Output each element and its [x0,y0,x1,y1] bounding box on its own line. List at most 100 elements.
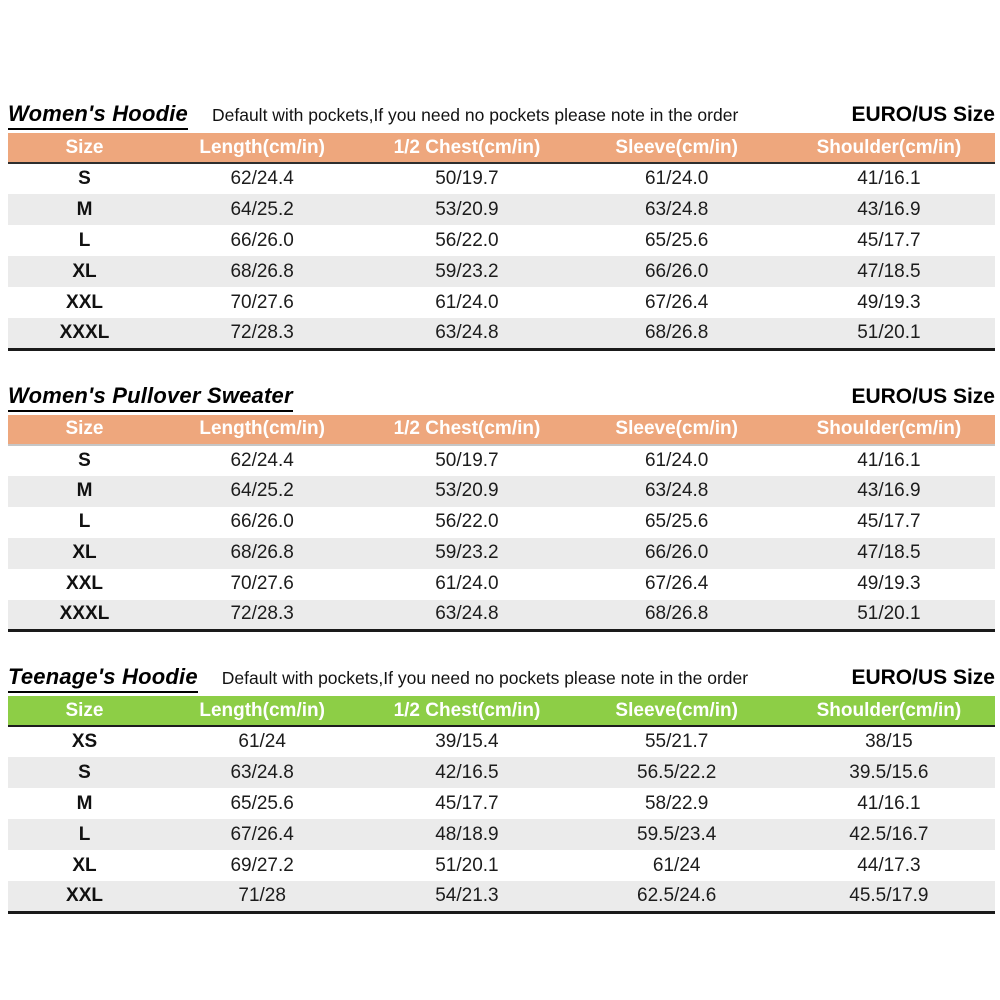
value-cell: 45/17.7 [435,792,499,814]
value-cell: 59/23.2 [435,260,499,282]
value-cell: 49/19.3 [857,291,921,313]
value-cell: 67/26.4 [644,573,709,594]
table-head: Size Length(cm/in) 1/2 Chest(cm/in) Sleeve(… [8,133,995,163]
table-row: XXL 70/27.6 61/24.0 67/26.4 49/19.3 [8,569,995,600]
size-cell: S [78,761,91,783]
value-cell: 64/25.2 [230,198,294,220]
value-cell: 54/21.3 [435,884,499,906]
value-cell: 71/28 [238,884,286,906]
table-row: M 65/25.6 45/17.7 58/22.9 41/16.1 [8,788,995,819]
value-cell: 51/20.1 [435,854,499,876]
size-table: Size Length(cm/in) 1/2 Chest(cm/in) Sleeve(… [8,696,995,914]
table-body: S 62/24.4 50/19.7 61/24.0 41/16.1 M 64/25.2 53/… [8,445,995,631]
value-cell: 66/26.0 [644,260,709,282]
size-cell: XXXL [59,603,110,625]
value-cell: 72/28.3 [230,321,294,343]
value-cell: 39.5/15.6 [849,761,929,783]
size-standard-label: EURO/US Size [851,666,995,689]
value-cell: 43/16.9 [857,198,921,220]
value-cell: 42/16.5 [435,761,499,783]
value-cell: 39/15.4 [435,731,499,752]
value-cell: 41/16.1 [857,168,921,189]
size-table: Size Length(cm/in) 1/2 Chest(cm/in) Sleeve(… [8,414,995,632]
value-cell: 70/27.6 [230,291,294,313]
value-cell: 48/18.9 [435,823,499,845]
value-cell: 44/17.3 [857,854,921,876]
value-cell: 41/16.1 [857,449,921,471]
section-title: Women's Pullover Sweater [8,383,293,412]
pockets-note: Default with pockets,If you need no pock… [221,668,749,688]
column-header: Length(cm/in) [199,136,325,158]
value-cell: 63/24.8 [230,761,294,783]
value-cell: 61/24 [652,854,701,876]
value-cell: 63/24.8 [435,321,499,343]
value-cell: 68/26.8 [644,321,709,343]
size-cell: XXXL [59,321,110,343]
header-row: Size Length(cm/in) 1/2 Chest(cm/in) Sleeve(… [8,696,995,726]
size-cell: L [78,229,91,251]
section-title: Teenage's Hoodie [8,664,198,693]
value-cell: 64/25.2 [230,480,294,501]
table-row: XXXL 72/28.3 63/24.8 68/26.8 51/20.1 [8,599,995,631]
value-cell: 55/21.7 [644,731,709,752]
column-header: Shoulder(cm/in) [816,418,962,439]
size-cell: M [76,198,93,220]
size-cell: L [78,511,91,532]
column-header: Size [65,136,104,158]
column-header: Shoulder(cm/in) [816,136,962,158]
size-table-section-womens-pullover-sweater: Women's Pullover Sweater EURO/US Size Si… [8,383,995,632]
value-cell: 61/24.0 [435,291,499,313]
table-row: XL 68/26.8 59/23.2 66/26.0 47/18.5 [8,256,995,287]
column-header: 1/2 Chest(cm/in) [393,699,541,721]
value-cell: 51/20.1 [857,603,921,625]
value-cell: 62/24.4 [230,449,294,471]
value-cell: 62.5/24.6 [637,884,717,906]
value-cell: 65/25.6 [644,511,709,532]
value-cell: 41/16.1 [857,792,921,814]
table-row: XXL 71/28 54/21.3 62.5/24.6 45.5/17.9 [8,881,995,912]
table-row: XL 69/27.2 51/20.1 61/24 44/17.3 [8,850,995,881]
value-cell: 47/18.5 [857,542,921,563]
pockets-note: Default with pockets,If you need no pock… [211,105,739,125]
table-head: Size Length(cm/in) 1/2 Chest(cm/in) Sleeve(… [8,696,995,726]
value-cell: 63/24.8 [644,480,709,501]
size-table: Size Length(cm/in) 1/2 Chest(cm/in) Sleeve(… [8,133,995,351]
size-cell: XXL [66,884,103,906]
size-cell: S [78,449,91,471]
value-cell: 45/17.7 [857,511,921,532]
value-cell: 56/22.0 [435,229,499,251]
table-row: S 62/24.4 50/19.7 61/24.0 41/16.1 [8,163,995,194]
size-table-section-teenages-hoodie: Teenage's Hoodie Default with pockets,If… [8,664,995,914]
value-cell: 72/28.3 [230,603,294,625]
value-cell: 67/26.4 [230,823,294,845]
value-cell: 68/26.8 [230,542,294,563]
table-row: M 64/25.2 53/20.9 63/24.8 43/16.9 [8,475,995,507]
value-cell: 67/26.4 [644,291,709,313]
size-standard-label: EURO/US Size [851,384,995,408]
value-cell: 42.5/16.7 [849,823,929,845]
value-cell: 58/22.9 [644,792,709,814]
section-header: Teenage's Hoodie Default with pockets,If… [8,664,995,693]
table-row: XL 68/26.8 59/23.2 66/26.0 47/18.5 [8,537,995,569]
table-row: XXL 70/27.6 61/24.0 67/26.4 49/19.3 [8,287,995,318]
value-cell: 45.5/17.9 [849,884,929,906]
column-header: Size [65,418,104,439]
value-cell: 51/20.1 [857,321,921,343]
table-row: S 63/24.8 42/16.5 56.5/22.2 39.5/15.6 [8,757,995,788]
size-cell: XXL [66,573,103,594]
value-cell: 53/20.9 [435,480,499,501]
size-standard-label: EURO/US Size [851,103,995,126]
size-cell: XL [72,542,97,563]
table-row: L 66/26.0 56/22.0 65/25.6 45/17.7 [8,507,995,538]
value-cell: 59.5/23.4 [637,823,717,845]
value-cell: 68/26.8 [230,260,294,282]
value-cell: 38/15 [865,731,913,752]
value-cell: 50/19.7 [435,168,499,189]
value-cell: 59/23.2 [435,542,499,563]
table-row: L 66/26.0 56/22.0 65/25.6 45/17.7 [8,225,995,256]
column-header: Length(cm/in) [199,418,325,439]
value-cell: 56/22.0 [435,511,499,532]
column-header: 1/2 Chest(cm/in) [393,418,541,439]
value-cell: 66/26.0 [230,229,294,251]
